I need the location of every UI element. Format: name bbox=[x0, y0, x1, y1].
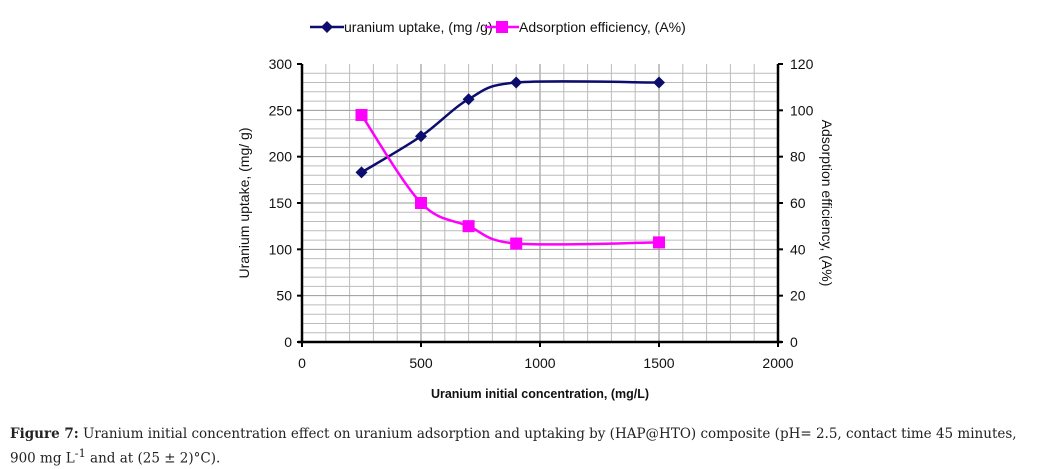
legend-marker-diamond bbox=[321, 21, 333, 33]
y2-tick-label: 20 bbox=[790, 288, 806, 304]
series-line-1 bbox=[360, 114, 660, 246]
legend-label-1: Adsorption efficiency, (A%) bbox=[519, 19, 686, 35]
x-tick-label: 1500 bbox=[643, 355, 674, 371]
caption-label: Figure 7: bbox=[10, 426, 79, 442]
y2-axis-label: Adsorption efficiency, (A%) bbox=[819, 120, 835, 287]
data-point-diamond bbox=[653, 76, 665, 89]
y-tick-label: 50 bbox=[276, 288, 292, 304]
data-point-diamond bbox=[415, 130, 427, 143]
legend-label-0: uranium uptake, (mg /g) bbox=[344, 19, 493, 35]
x-tick-label: 0 bbox=[298, 355, 306, 371]
y-tick-label: 100 bbox=[269, 241, 293, 257]
y-axis-label: Uranium uptake, (mg/ g) bbox=[236, 128, 252, 279]
x-tick-label: 2000 bbox=[762, 355, 793, 371]
x-tick-label: 500 bbox=[409, 355, 433, 371]
data-point-diamond bbox=[462, 93, 475, 106]
y-tick-label: 150 bbox=[269, 195, 293, 211]
data-point-square bbox=[510, 237, 523, 250]
legend-marker-square bbox=[496, 21, 508, 33]
figure-caption: Figure 7: Uranium initial concentration … bbox=[10, 424, 1045, 469]
y-tick-label: 200 bbox=[269, 149, 293, 165]
x-tick-label: 1000 bbox=[524, 355, 555, 371]
y2-tick-label: 40 bbox=[790, 241, 806, 257]
data-point-square bbox=[462, 220, 475, 233]
y2-tick-label: 0 bbox=[790, 334, 798, 350]
caption-text: Uranium initial concentration effect on … bbox=[10, 426, 1017, 467]
y2-tick-label: 100 bbox=[790, 102, 814, 118]
y2-tick-label: 120 bbox=[790, 56, 814, 72]
y-tick-label: 0 bbox=[284, 334, 292, 350]
y2-tick-label: 80 bbox=[790, 149, 806, 165]
data-point-square bbox=[415, 197, 427, 209]
caption-text-end: and at (25 ± 2)°C). bbox=[85, 450, 221, 467]
caption-sup: -1 bbox=[74, 447, 86, 460]
data-point-diamond bbox=[510, 76, 523, 89]
y-tick-label: 300 bbox=[269, 56, 293, 72]
data-point-diamond bbox=[355, 166, 368, 179]
x-axis-label: Uranium initial concentration, (mg/L) bbox=[431, 387, 649, 401]
data-point-square bbox=[355, 108, 368, 121]
y2-tick-label: 60 bbox=[790, 195, 806, 211]
data-point-square bbox=[653, 236, 665, 249]
series-line-0 bbox=[360, 80, 660, 174]
y-tick-label: 250 bbox=[269, 102, 293, 118]
chart: 0 50 100 150 200 250 300 0 20 40 60 80 100 120 0 500 100… bbox=[236, 19, 835, 401]
